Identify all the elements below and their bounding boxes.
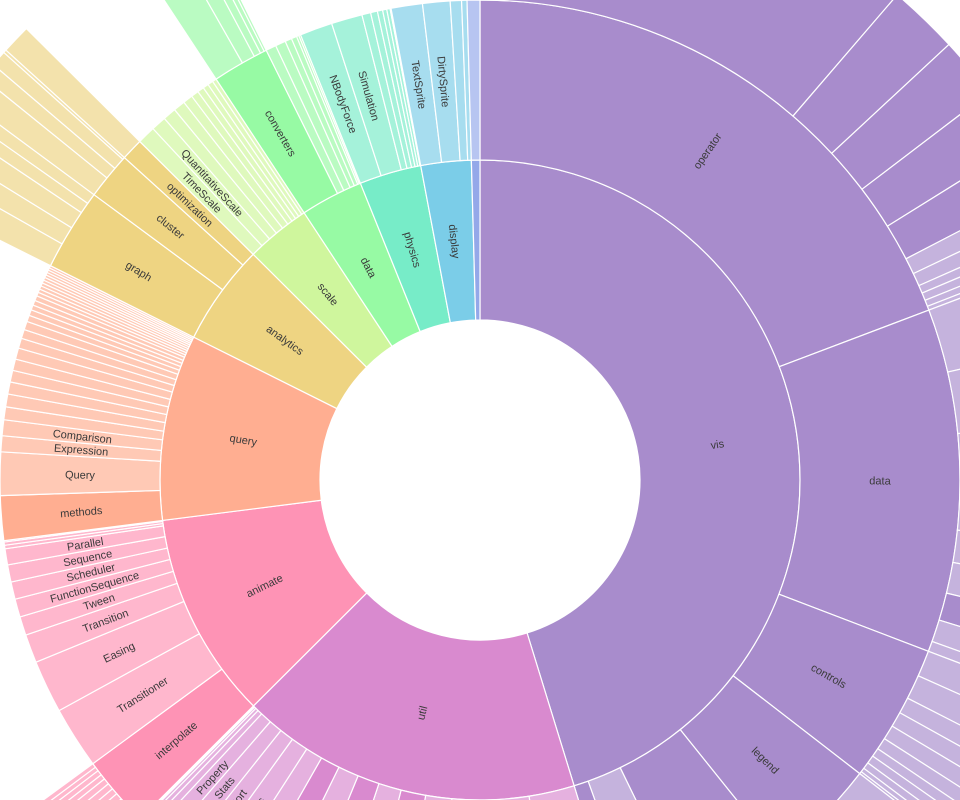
segment-layout[interactable] bbox=[479, 0, 897, 117]
segment-axis[interactable] bbox=[619, 729, 780, 800]
segment-Data[interactable] bbox=[928, 253, 960, 373]
segment-Legend[interactable] bbox=[816, 773, 960, 800]
segment-data[interactable] bbox=[778, 309, 960, 652]
segment-FlareVis[interactable] bbox=[466, 0, 481, 161]
